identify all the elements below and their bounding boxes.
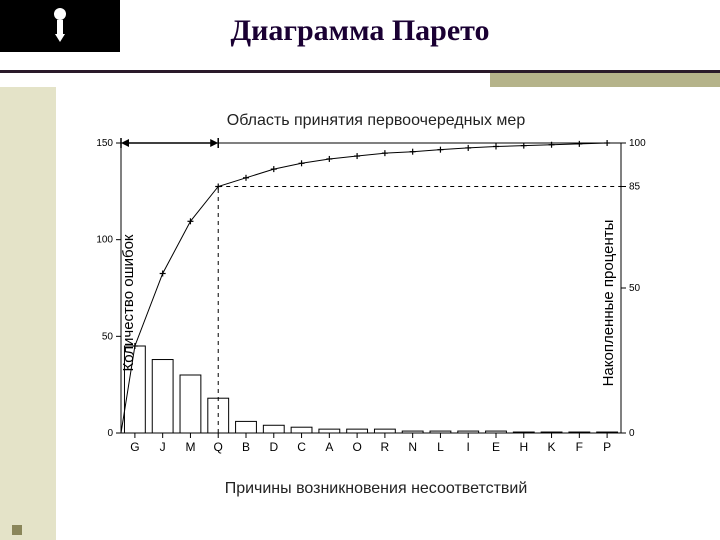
page-title: Диаграмма Парето — [0, 14, 720, 48]
chart-subtitle: Область принятия первоочередных мер — [66, 112, 686, 130]
y-axis-left-label: Количество ошибок — [120, 235, 137, 372]
svg-text:85: 85 — [629, 182, 641, 193]
svg-text:L: L — [437, 440, 444, 454]
svg-text:G: G — [130, 440, 139, 454]
svg-text:N: N — [408, 440, 417, 454]
pareto-chart: Область принятия первоочередных мер Коли… — [66, 108, 686, 498]
svg-text:I: I — [467, 440, 470, 454]
svg-text:100: 100 — [629, 138, 646, 149]
svg-text:J: J — [160, 440, 166, 454]
svg-text:P: P — [603, 440, 611, 454]
svg-text:E: E — [492, 440, 500, 454]
svg-text:F: F — [576, 440, 583, 454]
svg-text:100: 100 — [96, 235, 113, 246]
chart-svg: 0 50 100 150 0 50 85 100 G J M Q B D C A O R N L I E H K F P — [66, 108, 686, 468]
svg-text:D: D — [269, 440, 278, 454]
y-axis-right-label: Накопленные проценты — [600, 220, 617, 387]
svg-text:50: 50 — [102, 331, 114, 342]
svg-text:H: H — [519, 440, 528, 454]
svg-text:M: M — [185, 440, 195, 454]
svg-text:R: R — [381, 440, 390, 454]
svg-text:K: K — [548, 440, 556, 454]
svg-text:0: 0 — [629, 428, 635, 439]
x-axis-label: Причины возникновения несоответствий — [66, 480, 686, 498]
footer-square-icon — [12, 525, 22, 535]
svg-text:B: B — [242, 440, 250, 454]
left-side-band — [0, 87, 56, 540]
svg-text:C: C — [297, 440, 306, 454]
svg-text:50: 50 — [629, 283, 641, 294]
svg-text:O: O — [352, 440, 361, 454]
svg-text:A: A — [325, 440, 333, 454]
accent-band — [490, 73, 720, 87]
svg-text:150: 150 — [96, 138, 113, 149]
svg-text:Q: Q — [214, 440, 223, 454]
svg-text:0: 0 — [107, 428, 113, 439]
